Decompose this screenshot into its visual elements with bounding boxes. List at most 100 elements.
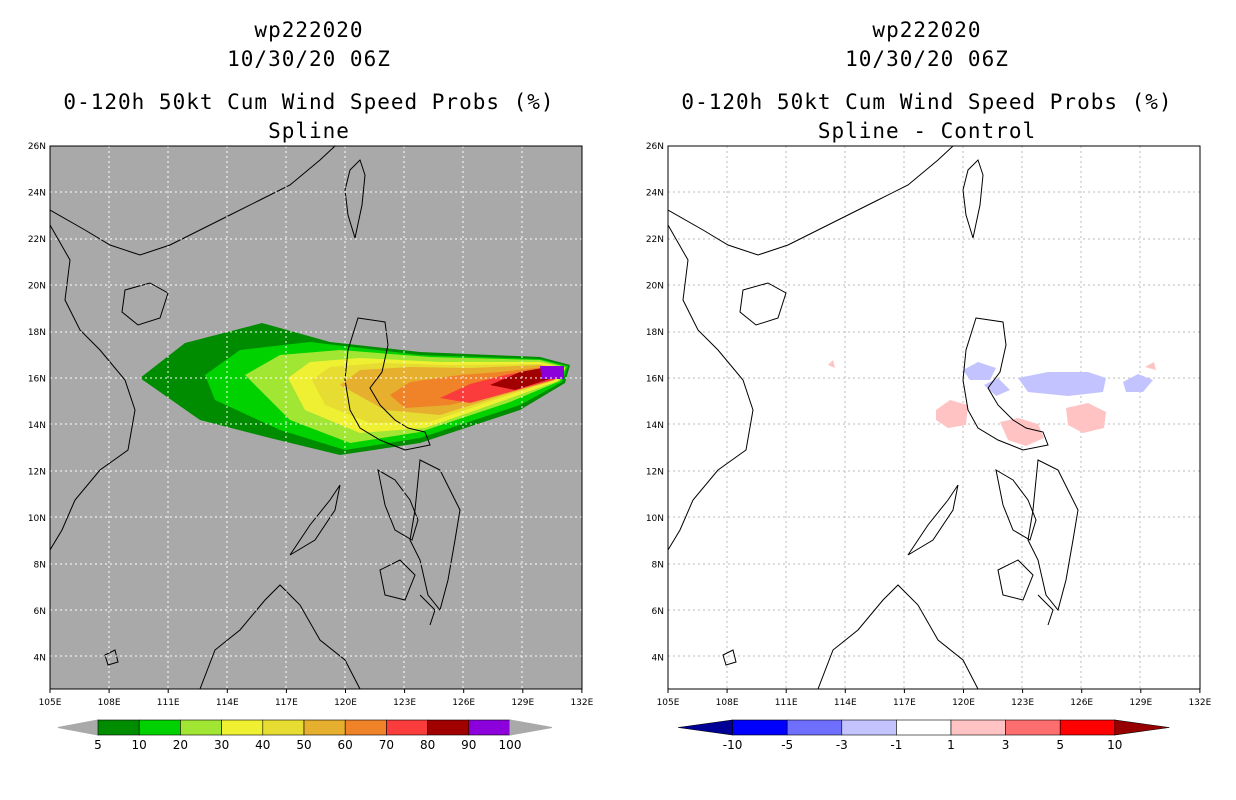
colorbar: -10 -5 -3 -1 1 3 5 10 [677, 719, 1170, 752]
colorbar-label: -1 [890, 738, 902, 752]
y-tick-label: 18N [646, 328, 664, 338]
x-tick-label: 108E [716, 698, 739, 708]
storm-id: wp222020 [872, 18, 982, 42]
x-tick-label: 108E [98, 698, 121, 708]
colorbar-low-arrow [57, 719, 99, 736]
x-tick-label: 120E [952, 698, 975, 708]
left-panel: wp222020 10/30/20 06Z 0-120h 50kt Cum Wi… [28, 18, 594, 752]
colorbar-swatch [427, 719, 470, 736]
x-tick-label: 123E [393, 698, 416, 708]
colorbar: 5 10 20 30 40 50 60 70 80 90 100 [57, 719, 553, 752]
colorbar-swatch [221, 719, 264, 736]
map-frame [667, 145, 1201, 690]
x-axis-ticks: 105E 108E 111E 114E 117E 120E 123E 126E 129E 132E [39, 689, 594, 708]
coastlines [50, 146, 461, 689]
colorbar-label: -10 [723, 738, 743, 752]
colorbar-label: 90 [461, 738, 476, 752]
y-tick-label: 8N [652, 561, 664, 571]
y-tick-label: 6N [34, 607, 46, 617]
map-canvas-right: 105E 108E 111E 114E 117E 120E 123E 126E 129E 132E… [646, 142, 1212, 752]
y-tick-label: 16N [28, 375, 46, 385]
right-panel: wp222020 10/30/20 06Z 0-120h 50kt Cum Wi… [618, 0, 1236, 800]
x-axis-ticks: 105E 108E 111E 114E 117E 120E 123E 126E 129E 132E [657, 689, 1212, 708]
colorbar-swatch [180, 719, 222, 736]
x-tick-label: 132E [1188, 698, 1211, 708]
panel-subtitle: Spline [268, 119, 350, 143]
x-tick-label: 111E [775, 698, 798, 708]
x-tick-label: 126E [1070, 698, 1093, 708]
colorbar-swatch [1059, 719, 1116, 736]
y-tick-label: 10N [646, 514, 664, 524]
colorbar-swatch [138, 719, 181, 736]
colorbar-label: 20 [173, 738, 188, 752]
colorbar-label: 30 [214, 738, 229, 752]
colorbar-label: -3 [836, 738, 848, 752]
forecast-time: 10/30/20 06Z [227, 47, 391, 71]
x-tick-label: 123E [1011, 698, 1034, 708]
colorbar-swatch [468, 719, 511, 736]
product-title: 0-120h 50kt Cum Wind Speed Probs (%) [63, 90, 555, 114]
colorbar-swatch [841, 719, 897, 736]
y-tick-label: 12N [646, 468, 664, 478]
y-tick-label: 26N [646, 142, 664, 152]
colorbar-label: 1 [947, 738, 955, 752]
y-tick-label: 12N [28, 468, 46, 478]
colorbar-swatch [950, 719, 1006, 736]
map-frame [49, 145, 583, 690]
y-tick-label: 22N [28, 235, 46, 245]
colorbar-label: 3 [1002, 738, 1010, 752]
x-tick-label: 129E [1129, 698, 1152, 708]
colorbar-label: 10 [132, 738, 147, 752]
y-tick-label: 20N [646, 282, 664, 292]
colorbar-label: 70 [379, 738, 394, 752]
y-axis-ticks: 26N 24N 22N 20N 18N 16N 14N 12N 10N 8N 6N 4N [28, 142, 46, 664]
colorbar-swatch [303, 719, 346, 736]
colorbar-label: -5 [781, 738, 793, 752]
x-tick-label: 132E [570, 698, 593, 708]
y-tick-label: 6N [652, 607, 664, 617]
storm-id: wp222020 [254, 18, 364, 42]
panel-subtitle: Spline - Control [817, 119, 1037, 143]
y-tick-label: 24N [28, 189, 46, 199]
x-tick-label: 111E [157, 698, 180, 708]
map-canvas-left: 105E 108E 111E 114E 117E 120E 123E 126E 129E 132E… [28, 142, 594, 752]
colorbar-label: 100 [499, 738, 522, 752]
colorbar-low-arrow [677, 719, 733, 736]
colorbar-swatch [896, 719, 952, 736]
x-tick-label: 114E [834, 698, 857, 708]
colorbar-label: 10 [1107, 738, 1122, 752]
map-background [668, 146, 1200, 689]
y-tick-label: 14N [28, 421, 46, 431]
difference-patches [828, 360, 1156, 446]
colorbar-high-arrow [509, 719, 553, 736]
y-tick-label: 10N [28, 514, 46, 524]
colorbar-high-arrow [1114, 719, 1170, 736]
y-tick-label: 14N [646, 421, 664, 431]
colorbar-label: 5 [94, 738, 102, 752]
x-tick-label: 126E [452, 698, 475, 708]
y-tick-label: 20N [28, 282, 46, 292]
colorbar-label: 5 [1056, 738, 1064, 752]
x-tick-label: 105E [39, 698, 62, 708]
y-tick-label: 4N [34, 654, 46, 664]
colorbar-swatch [262, 719, 305, 736]
x-tick-label: 105E [657, 698, 680, 708]
forecast-time: 10/30/20 06Z [845, 47, 1009, 71]
colorbar-swatch [1005, 719, 1061, 736]
colorbar-swatch [386, 719, 428, 736]
coastlines [668, 146, 1079, 689]
y-tick-label: 26N [28, 142, 46, 152]
colorbar-label: 50 [296, 738, 311, 752]
y-axis-ticks: 26N 24N 22N 20N 18N 16N 14N 12N 10N 8N 6N 4N [646, 142, 664, 664]
colorbar-label: 60 [338, 738, 353, 752]
colorbar-label: 80 [420, 738, 435, 752]
y-tick-label: 8N [34, 561, 46, 571]
y-tick-label: 18N [28, 328, 46, 338]
colorbar-swatch [97, 719, 140, 736]
product-title: 0-120h 50kt Cum Wind Speed Probs (%) [681, 90, 1173, 114]
colorbar-swatch [732, 719, 788, 736]
colorbar-swatch [344, 719, 387, 736]
x-tick-label: 129E [511, 698, 534, 708]
y-tick-label: 24N [646, 189, 664, 199]
y-tick-label: 16N [646, 375, 664, 385]
